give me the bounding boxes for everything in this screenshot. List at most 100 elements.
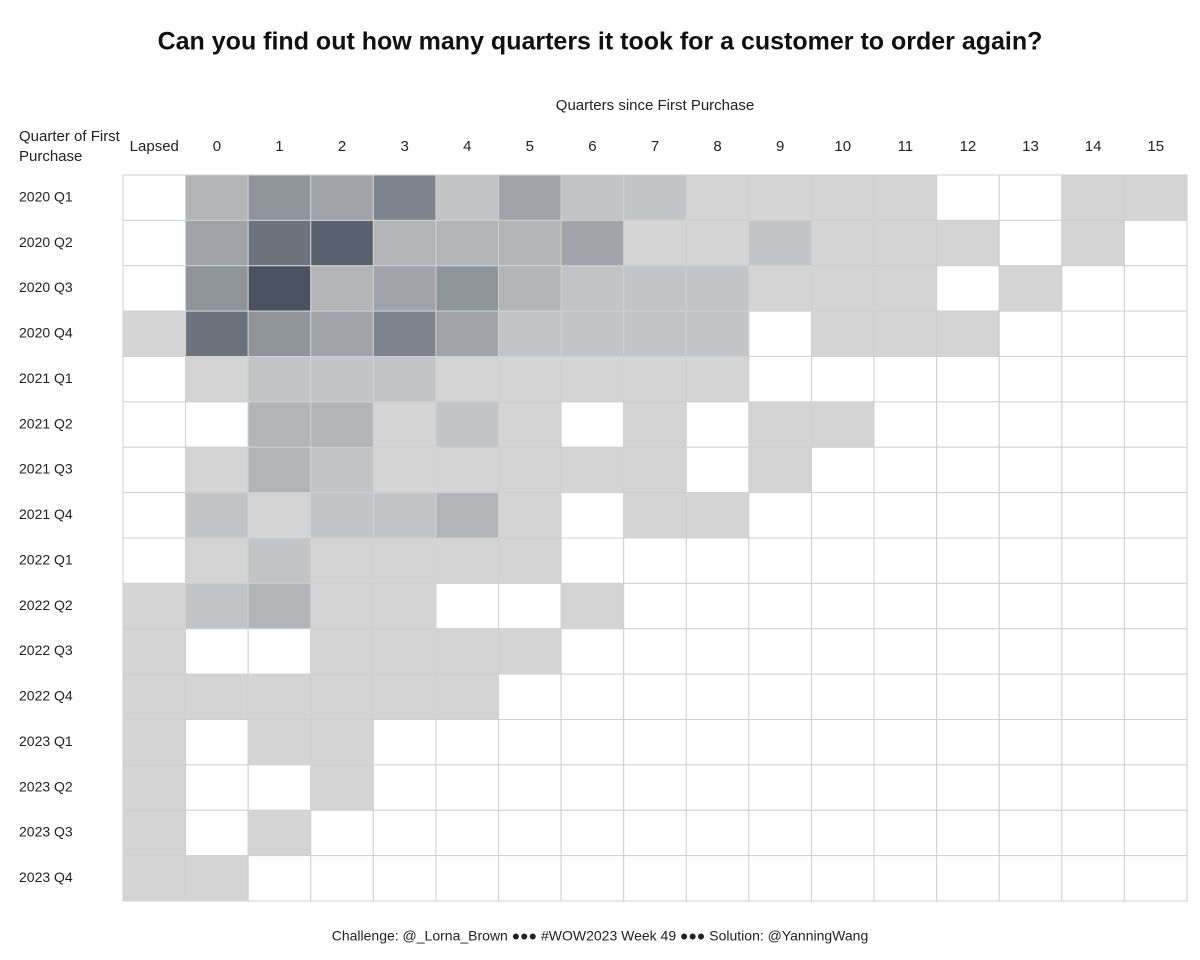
empty-cell bbox=[1061, 628, 1125, 675]
cell bbox=[623, 174, 687, 221]
column-label: 9 bbox=[776, 138, 784, 155]
empty-cell bbox=[936, 174, 1000, 221]
cell bbox=[1061, 174, 1125, 221]
empty-cell bbox=[1123, 537, 1188, 584]
empty-cell bbox=[1061, 265, 1125, 312]
cell bbox=[435, 401, 500, 448]
cell bbox=[435, 628, 500, 675]
empty-cell bbox=[1061, 492, 1125, 539]
empty-cell bbox=[748, 356, 812, 403]
cell bbox=[310, 356, 374, 403]
cell bbox=[247, 219, 312, 267]
cell bbox=[623, 492, 687, 539]
cell bbox=[623, 219, 687, 267]
empty-cell bbox=[122, 537, 187, 584]
empty-cell bbox=[122, 356, 187, 403]
cell bbox=[185, 492, 249, 539]
empty-cell bbox=[560, 673, 625, 720]
cell bbox=[435, 356, 500, 403]
cell bbox=[560, 265, 625, 312]
cell bbox=[122, 673, 187, 720]
empty-cell bbox=[936, 628, 1000, 675]
column-label: 8 bbox=[713, 138, 721, 155]
cell bbox=[623, 446, 687, 494]
empty-cell bbox=[310, 855, 374, 902]
cell bbox=[685, 219, 750, 267]
empty-cell bbox=[936, 764, 1000, 811]
empty-cell bbox=[1123, 673, 1188, 720]
empty-cell bbox=[122, 174, 187, 221]
empty-cell bbox=[1123, 219, 1188, 267]
cell bbox=[748, 401, 812, 448]
empty-cell bbox=[1061, 764, 1125, 811]
empty-cell bbox=[873, 764, 938, 811]
cell bbox=[122, 719, 187, 766]
empty-cell bbox=[998, 492, 1063, 539]
empty-cell bbox=[810, 855, 875, 902]
cell bbox=[372, 537, 437, 584]
cell bbox=[936, 310, 1000, 357]
cell bbox=[810, 265, 875, 312]
cell bbox=[498, 492, 562, 539]
empty-cell bbox=[498, 719, 562, 766]
empty-cell bbox=[1123, 356, 1188, 403]
cell bbox=[247, 809, 312, 857]
empty-cell bbox=[998, 537, 1063, 584]
empty-cell bbox=[810, 356, 875, 403]
empty-cell bbox=[122, 219, 187, 267]
cell bbox=[122, 582, 187, 630]
cell bbox=[372, 356, 437, 403]
cell bbox=[185, 219, 249, 267]
empty-cell bbox=[372, 719, 437, 766]
empty-cell bbox=[998, 855, 1063, 902]
cell bbox=[498, 310, 562, 357]
empty-cell bbox=[685, 719, 750, 766]
empty-cell bbox=[873, 628, 938, 675]
cell bbox=[685, 174, 750, 221]
column-label: 7 bbox=[651, 138, 659, 155]
empty-cell bbox=[936, 356, 1000, 403]
row-label: 2022 Q3 bbox=[19, 642, 73, 658]
cell bbox=[498, 446, 562, 494]
cell bbox=[685, 265, 750, 312]
empty-cell bbox=[1061, 401, 1125, 448]
empty-cell bbox=[1123, 719, 1188, 766]
row-label: 2021 Q4 bbox=[19, 506, 73, 522]
empty-cell bbox=[623, 764, 687, 811]
empty-cell bbox=[685, 764, 750, 811]
empty-cell bbox=[1123, 492, 1188, 539]
cell bbox=[873, 265, 938, 312]
column-label: 10 bbox=[834, 138, 851, 155]
empty-cell bbox=[560, 537, 625, 584]
empty-cell bbox=[685, 537, 750, 584]
cell bbox=[873, 219, 938, 267]
cell bbox=[185, 673, 249, 720]
empty-cell bbox=[873, 537, 938, 584]
empty-cell bbox=[247, 855, 312, 902]
empty-cell bbox=[1061, 310, 1125, 357]
cell bbox=[247, 492, 312, 539]
empty-cell bbox=[998, 673, 1063, 720]
cell bbox=[560, 446, 625, 494]
cell bbox=[247, 356, 312, 403]
empty-cell bbox=[1123, 764, 1188, 811]
empty-cell bbox=[998, 401, 1063, 448]
cell bbox=[873, 174, 938, 221]
cell bbox=[1123, 174, 1188, 221]
empty-cell bbox=[936, 855, 1000, 902]
empty-cell bbox=[435, 582, 500, 630]
empty-cell bbox=[810, 719, 875, 766]
empty-cell bbox=[998, 219, 1063, 267]
empty-cell bbox=[873, 401, 938, 448]
cell bbox=[185, 174, 249, 221]
empty-cell bbox=[873, 855, 938, 902]
empty-cell bbox=[623, 809, 687, 857]
column-label: 0 bbox=[213, 138, 221, 155]
empty-cell bbox=[623, 719, 687, 766]
cell bbox=[685, 492, 750, 539]
empty-cell bbox=[998, 356, 1063, 403]
empty-cell bbox=[998, 310, 1063, 357]
cell bbox=[247, 537, 312, 584]
empty-cell bbox=[936, 719, 1000, 766]
